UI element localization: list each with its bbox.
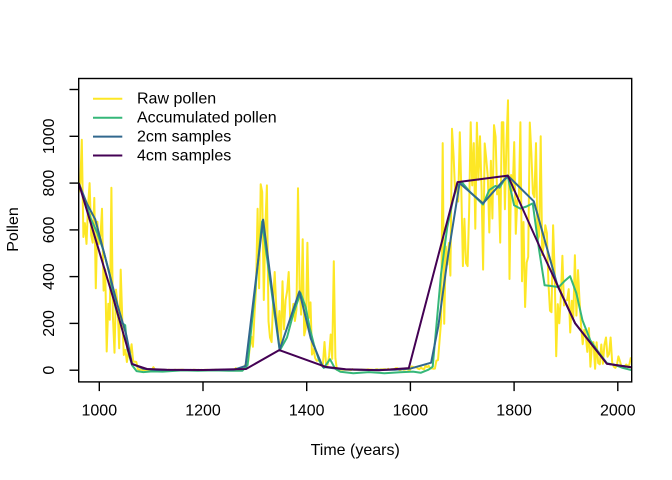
svg-text:Raw pollen: Raw pollen <box>137 91 216 108</box>
svg-text:2cm samples: 2cm samples <box>137 129 231 146</box>
svg-text:1000: 1000 <box>41 118 58 154</box>
svg-text:600: 600 <box>41 216 58 243</box>
svg-text:2000: 2000 <box>600 403 636 420</box>
svg-text:Time (years): Time (years) <box>311 442 400 459</box>
svg-text:1800: 1800 <box>496 403 532 420</box>
svg-text:400: 400 <box>41 263 58 290</box>
svg-text:Pollen: Pollen <box>5 207 22 251</box>
svg-text:0: 0 <box>41 366 58 375</box>
svg-text:1200: 1200 <box>185 403 221 420</box>
svg-text:1000: 1000 <box>82 403 118 420</box>
svg-text:1400: 1400 <box>289 403 325 420</box>
svg-text:800: 800 <box>41 170 58 197</box>
svg-text:1600: 1600 <box>393 403 429 420</box>
svg-text:Accumulated pollen: Accumulated pollen <box>137 110 277 127</box>
svg-text:200: 200 <box>41 310 58 337</box>
svg-text:4cm samples: 4cm samples <box>137 147 231 164</box>
